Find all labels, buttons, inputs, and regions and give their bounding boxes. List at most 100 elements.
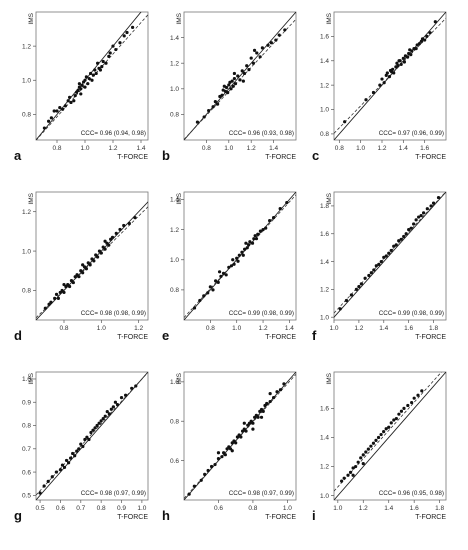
data-point: [206, 468, 210, 473]
y-tick-label: 1.4: [170, 197, 179, 204]
data-point: [407, 227, 411, 232]
data-point: [241, 253, 245, 257]
data-point: [60, 463, 65, 467]
data-point: [244, 429, 248, 433]
data-point: [107, 54, 111, 58]
identity-line: [36, 372, 148, 500]
data-point: [272, 216, 276, 220]
data-point: [233, 82, 238, 86]
x-axis-label: T-FORCE: [265, 514, 296, 521]
data-point: [232, 71, 236, 76]
data-point: [91, 428, 95, 432]
data-point: [207, 108, 211, 113]
data-point: [127, 221, 131, 226]
data-point: [274, 38, 278, 42]
data-point: [363, 276, 367, 280]
data-point: [406, 55, 410, 59]
data-point: [124, 393, 128, 397]
panel-label: g: [14, 508, 22, 523]
data-point: [122, 34, 126, 38]
data-point: [399, 409, 404, 413]
data-point: [252, 237, 256, 241]
x-tick-label: 1.0: [137, 505, 146, 512]
y-axis-label: IMS: [28, 372, 35, 384]
data-point: [252, 48, 257, 53]
ccc-annotation: CCC= 0.96 (0.94, 0.98): [81, 130, 146, 137]
fit-line: [184, 194, 296, 318]
data-point: [389, 248, 393, 253]
data-point: [107, 412, 111, 416]
data-point: [374, 264, 378, 268]
panel-b: 0.8 1.0 1.2 1.4 0.8 1.0 1.2 1.4 T-FORCE IMS CCC= 0…: [162, 11, 297, 163]
data-point: [133, 216, 137, 220]
data-point: [131, 25, 135, 29]
fit-line: [334, 372, 443, 492]
data-point: [372, 268, 376, 272]
y-tick-label: 1.0: [170, 257, 179, 264]
y-tick-label: 0.8: [320, 131, 329, 138]
data-point: [130, 386, 134, 390]
y-tick-label: 1.4: [320, 259, 329, 266]
data-point: [374, 438, 378, 442]
data-point: [56, 296, 61, 300]
data-point: [49, 300, 53, 304]
data-point: [113, 400, 118, 404]
x-tick-label: 1.2: [108, 145, 117, 152]
data-point: [240, 69, 244, 73]
data-point: [115, 402, 120, 407]
panel-e: 0.8 1.0 1.2 1.4 0.8 1.0 1.2 1.4 T-FORCE IMS CCC= 0…: [162, 191, 297, 343]
x-tick-label: 1.4: [269, 145, 278, 152]
data-point: [419, 39, 424, 43]
data-point: [394, 416, 398, 421]
data-point: [364, 450, 368, 454]
data-point: [73, 94, 77, 98]
data-point: [108, 51, 112, 55]
data-point: [86, 82, 90, 86]
identity-line: [334, 192, 446, 318]
y-tick-label: 1.4: [170, 35, 179, 42]
data-point: [369, 271, 373, 275]
data-point: [351, 466, 355, 470]
data-point: [227, 265, 231, 269]
data-point: [420, 389, 424, 393]
data-point: [104, 61, 108, 65]
data-point: [419, 214, 423, 218]
fit-line: [36, 206, 148, 319]
data-point: [110, 235, 115, 239]
data-point: [42, 126, 47, 130]
data-point: [256, 415, 260, 419]
data-point: [249, 56, 253, 60]
data-point: [242, 421, 246, 425]
data-point: [366, 447, 370, 451]
data-point: [107, 243, 111, 247]
data-point: [354, 464, 358, 469]
data-point: [412, 396, 416, 400]
x-axis-label: T-FORCE: [265, 154, 296, 161]
data-point: [101, 59, 105, 64]
data-point: [83, 85, 87, 89]
data-point: [192, 306, 197, 310]
data-point: [54, 470, 58, 474]
data-point: [114, 231, 118, 235]
data-point: [414, 218, 418, 222]
data-point: [402, 60, 406, 64]
data-point: [382, 81, 386, 85]
ccc-annotation: CCC= 0.97 (0.96, 0.99): [379, 130, 444, 137]
data-point: [266, 43, 270, 47]
y-tick-label: 1.2: [320, 464, 329, 471]
data-point: [433, 20, 437, 24]
data-point: [58, 468, 63, 472]
data-point: [211, 288, 215, 292]
data-point: [244, 241, 248, 245]
data-point: [62, 290, 66, 295]
x-tick-label: 0.8: [202, 145, 211, 152]
data-point: [343, 120, 347, 124]
y-tick-label: 1.6: [320, 34, 329, 41]
ccc-annotation: CCC= 0.99 (0.98, 0.99): [379, 310, 444, 317]
x-tick-label: 0.8: [52, 145, 61, 152]
y-tick-label: 0.8: [170, 112, 179, 119]
data-point: [81, 271, 85, 275]
data-point: [213, 462, 217, 467]
data-point: [52, 109, 56, 113]
data-point: [399, 62, 403, 67]
